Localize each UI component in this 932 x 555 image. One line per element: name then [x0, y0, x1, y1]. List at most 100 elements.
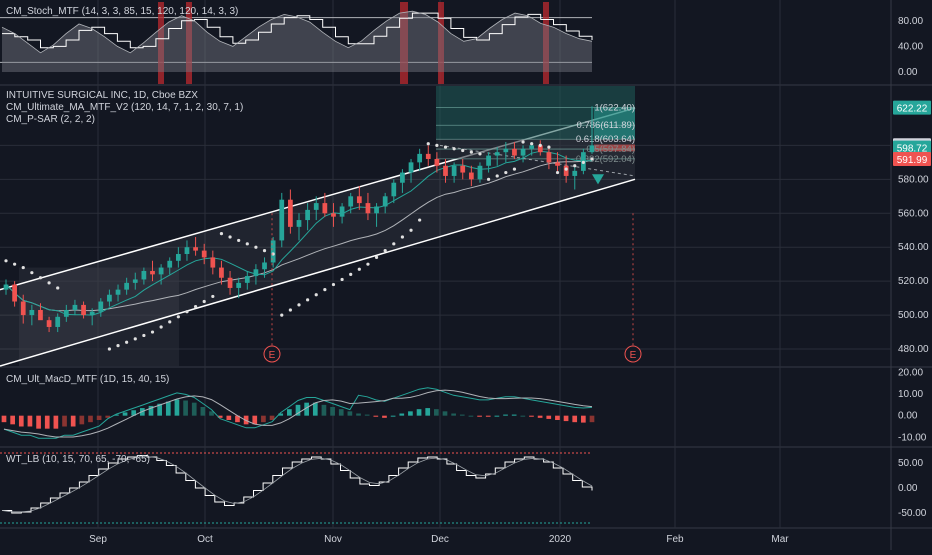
candle-body[interactable] — [262, 262, 267, 270]
macd-histogram-bar — [589, 415, 595, 423]
candle-body[interactable] — [400, 172, 405, 183]
candle-body[interactable] — [115, 289, 121, 295]
macd-histogram-bar — [563, 415, 569, 422]
candle-body[interactable] — [417, 153, 423, 163]
sar-dot — [4, 259, 8, 263]
macd-histogram-bar — [70, 415, 76, 427]
y-tick-label: 0.00 — [898, 67, 918, 78]
candle-body[interactable] — [348, 196, 354, 207]
macd-histogram-bar — [10, 415, 15, 425]
candle-body[interactable] — [486, 155, 491, 166]
candle-body[interactable] — [408, 162, 414, 173]
candle-body[interactable] — [313, 203, 319, 210]
candle-body[interactable] — [219, 267, 224, 278]
macd-histogram-bar — [338, 409, 344, 416]
earnings-marker[interactable] — [263, 345, 281, 363]
macd-histogram-bar — [304, 402, 309, 416]
candle-body[interactable] — [12, 284, 17, 302]
candle-body[interactable] — [227, 277, 233, 288]
x-tick-label: Mar — [771, 534, 789, 545]
candle-body[interactable] — [391, 182, 397, 197]
candle-body[interactable] — [451, 165, 457, 176]
y-tick-label: 520.00 — [898, 276, 929, 287]
candle-body[interactable] — [288, 199, 293, 227]
candle-body[interactable] — [158, 267, 164, 275]
candle-body[interactable] — [201, 250, 207, 258]
x-tick-label: Sep — [89, 534, 107, 545]
candle-body[interactable] — [331, 213, 336, 217]
candle-body[interactable] — [468, 172, 474, 180]
candle-body[interactable] — [520, 148, 526, 156]
sar-dot — [159, 325, 163, 329]
candle-body[interactable] — [434, 158, 440, 166]
candle-body[interactable] — [175, 254, 181, 261]
candle-body[interactable] — [374, 206, 379, 214]
candle-body[interactable] — [3, 284, 9, 290]
candle-body[interactable] — [425, 153, 431, 159]
macd-histogram-bar — [503, 414, 508, 416]
candle-body[interactable] — [546, 152, 552, 163]
candle-body[interactable] — [63, 310, 69, 317]
candle-body[interactable] — [236, 282, 242, 288]
candle-body[interactable] — [46, 320, 52, 327]
macd-histogram-bar — [511, 414, 517, 416]
candle-body[interactable] — [244, 276, 250, 283]
candle-body[interactable] — [460, 165, 466, 173]
candle-body[interactable] — [503, 148, 509, 153]
candle-body[interactable] — [339, 206, 345, 217]
sar-dot — [297, 303, 301, 307]
macd-histogram-bar — [416, 409, 422, 416]
candle-body[interactable] — [563, 165, 569, 176]
candle-body[interactable] — [279, 199, 285, 241]
sar-dot — [426, 142, 430, 146]
candle-body[interactable] — [322, 203, 328, 214]
candle-body[interactable] — [494, 152, 500, 156]
macd-histogram-bar — [252, 415, 258, 425]
candle-body[interactable] — [72, 304, 78, 310]
sar-dot — [150, 330, 155, 334]
candle-body[interactable] — [38, 310, 43, 321]
candle-body[interactable] — [132, 279, 138, 283]
candle-body[interactable] — [572, 170, 578, 176]
candle-body[interactable] — [356, 196, 362, 204]
candle-body[interactable] — [365, 203, 371, 214]
candle-body[interactable] — [382, 196, 388, 207]
candle-body[interactable] — [529, 145, 535, 149]
candle-body[interactable] — [167, 260, 173, 268]
sar-dot — [168, 320, 172, 324]
candle-body[interactable] — [305, 209, 310, 221]
candle-body[interactable] — [555, 162, 560, 166]
candle-body[interactable] — [184, 247, 190, 254]
candle-body[interactable] — [210, 257, 216, 268]
candle-body[interactable] — [29, 310, 35, 316]
y-tick-label: 0.00 — [898, 411, 918, 422]
candle-body[interactable] — [107, 294, 112, 302]
candle-body[interactable] — [537, 145, 543, 153]
candle-body[interactable] — [589, 145, 595, 153]
candle-body[interactable] — [270, 240, 276, 263]
candle-body[interactable] — [443, 165, 448, 176]
candle-body[interactable] — [55, 316, 61, 327]
macd-histogram-bar — [399, 413, 405, 416]
candle-body[interactable] — [20, 301, 26, 316]
candle-body[interactable] — [296, 220, 302, 227]
macd-histogram-bar — [165, 401, 171, 416]
sar-dot — [288, 308, 292, 312]
candle-body[interactable] — [89, 311, 95, 316]
candle-body[interactable] — [150, 270, 155, 275]
macd-histogram-bar — [537, 415, 543, 418]
candle-body[interactable] — [477, 165, 483, 180]
candle-body[interactable] — [98, 301, 104, 312]
candle-body[interactable] — [81, 304, 86, 316]
macd-histogram-bar — [330, 407, 335, 416]
candle-body[interactable] — [253, 269, 259, 277]
candle-body[interactable] — [141, 270, 147, 280]
macd-histogram-bar — [520, 415, 526, 417]
macd-histogram-bar — [200, 407, 206, 416]
candle-body[interactable] — [193, 247, 198, 251]
candle-body[interactable] — [512, 148, 517, 156]
earnings-marker[interactable] — [624, 345, 642, 363]
stoch-area — [2, 11, 592, 72]
candle-body[interactable] — [124, 282, 130, 290]
